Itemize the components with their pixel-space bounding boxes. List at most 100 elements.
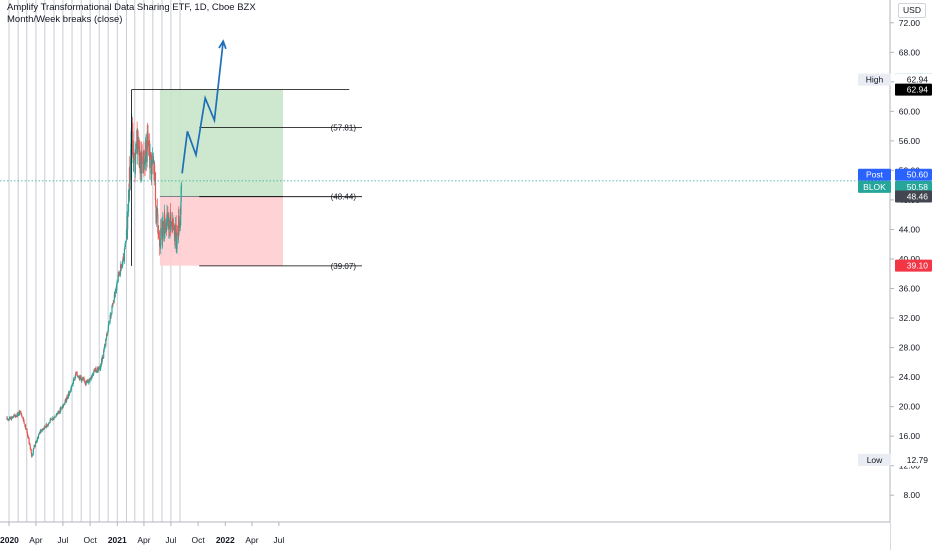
candle-body: [81, 378, 83, 380]
candle-body: [13, 415, 15, 417]
price-tick-label: 60.00: [899, 106, 921, 116]
price-tick-label: 32.00: [899, 313, 921, 323]
price-label-value: 62.94: [907, 75, 929, 85]
candle-body: [111, 305, 113, 314]
candle-body: [28, 438, 30, 444]
candle-body: [178, 221, 181, 228]
currency-button[interactable]: USD: [898, 3, 926, 18]
projection-path-drawing[interactable]: [0, 39, 890, 182]
projection-line: [181, 41, 225, 174]
profit-zone: [159, 89, 284, 197]
candle-body: [36, 437, 39, 442]
candle-body: [53, 418, 55, 420]
candle-body: [64, 399, 67, 403]
fib-retracement-tool[interactable]: (57.81) (48.44) (39.07): [131, 89, 362, 271]
candle-body: [65, 398, 68, 403]
price-label-tag: Low: [867, 455, 883, 465]
candle-body: [127, 212, 129, 230]
candle-body: [46, 425, 48, 427]
fib-level-label: (48.44): [331, 193, 357, 202]
time-tick-label: Apr: [137, 535, 150, 545]
price-label-box: [895, 83, 932, 96]
candle-body: [12, 417, 14, 419]
price-tick-label: 68.00: [899, 47, 921, 57]
candle-body: [93, 370, 96, 372]
candle-body: [6, 419, 9, 421]
candle-body: [31, 454, 33, 456]
candle-body: [168, 228, 170, 229]
price-label-value: 12.79: [907, 455, 929, 465]
price-label-box: [895, 168, 932, 181]
price-tick-label: 40.00: [899, 254, 921, 264]
fib-level-label: (57.81): [331, 124, 357, 133]
candle-body: [170, 221, 172, 225]
candle-body: [60, 407, 62, 409]
candle-body: [76, 371, 78, 375]
candle-body: [116, 284, 118, 290]
candle-body: [6, 417, 8, 420]
candle-body: [37, 434, 40, 438]
candle-body: [125, 230, 128, 241]
price-label-value: 50.60: [907, 170, 929, 180]
price-label-box: [895, 190, 932, 203]
candle-body: [83, 378, 85, 381]
candle-body: [103, 349, 105, 358]
candle-body: [29, 445, 31, 449]
candle-body: [143, 159, 145, 170]
candle-body: [89, 378, 91, 380]
candle-body: [40, 429, 42, 433]
candle-body: [63, 404, 65, 406]
candle-body: [108, 321, 110, 325]
candle-body: [139, 152, 141, 174]
price-tick-label: 20.00: [899, 402, 921, 412]
month-break-lines: [8, 0, 181, 522]
candle-body: [149, 152, 152, 158]
candle-body: [137, 131, 139, 150]
candle-body: [145, 145, 147, 162]
indicator-legend[interactable]: Month/Week breaks (close): [7, 14, 123, 25]
price-label-tag: High: [866, 75, 884, 85]
candle-body: [155, 199, 157, 208]
candle-body: [175, 224, 177, 248]
candle-body: [42, 429, 44, 431]
candle-body: [116, 281, 118, 283]
candle-body: [87, 381, 89, 383]
projection-arrowhead: [218, 39, 227, 50]
candle-body: [120, 266, 123, 268]
candle-body: [102, 357, 104, 359]
candle-body: [119, 264, 122, 273]
price-label-tag: Post: [866, 170, 884, 180]
time-tick-label: 2020: [0, 535, 19, 545]
candle-body: [24, 424, 27, 429]
candle-body: [72, 379, 75, 384]
candle-body: [169, 212, 172, 227]
candle-body: [54, 416, 56, 418]
candle-body: [124, 240, 127, 245]
candle-body: [141, 152, 143, 163]
time-axis[interactable]: 2020 Apr Jul Oct 2021 Apr Jul Oct 2022 Apr Jul: [0, 521, 890, 550]
candle-body: [121, 264, 123, 268]
candle-body: [106, 333, 108, 335]
time-tick-label: Oct: [83, 535, 97, 545]
candle-body: [154, 172, 157, 200]
candle-body: [157, 214, 159, 233]
candle-body: [33, 448, 35, 450]
candle-body: [129, 167, 131, 181]
price-label-value: 48.46: [907, 192, 929, 202]
candle-body: [114, 290, 116, 297]
candle-body: [25, 428, 27, 430]
candle-body: [50, 418, 52, 420]
time-tick-label: Jul: [165, 535, 176, 545]
candle-body: [8, 416, 11, 420]
time-axis-bg: [0, 522, 890, 550]
candle-body: [27, 436, 29, 439]
candle-body: [48, 422, 50, 424]
candle-body: [17, 415, 19, 416]
candle-body: [29, 444, 31, 446]
candle-body: [52, 417, 54, 420]
candle-body: [100, 364, 102, 369]
candle-body: [20, 411, 22, 414]
price-tick-label: 72.00: [899, 18, 921, 28]
candle-body: [32, 449, 34, 455]
